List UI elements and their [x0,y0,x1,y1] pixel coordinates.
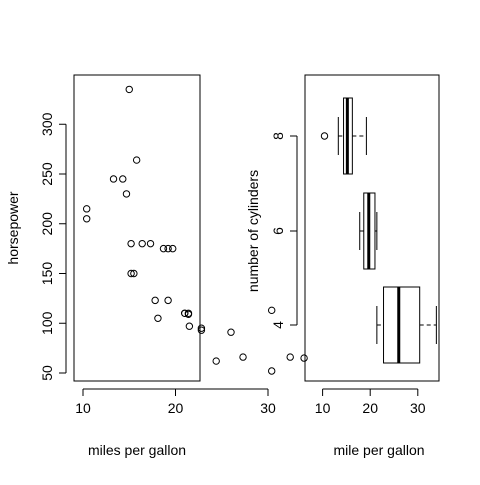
data-point [83,215,91,223]
data-point [239,353,247,361]
data-point [300,354,308,362]
data-point [127,269,135,278]
scatter-plot-frame [73,74,201,382]
boxplot-axes: 10 20 30 4 6 8 [270,132,426,416]
data-point [286,353,294,361]
data-point [169,244,177,253]
data-point [164,296,172,305]
data-point [181,309,189,317]
data-point [83,205,91,213]
scatter-y-tick-label: 200 [39,212,55,236]
boxplot-x-tick-label: 10 [315,400,331,416]
scatter-panel: miles per gallon horsepower 10 20 30501001… [5,74,308,458]
data-point [268,306,276,315]
data-point [164,244,172,253]
data-point [185,322,194,330]
boxplot-x-tick-label: 30 [410,400,426,416]
iqr-box [383,286,421,364]
scatter-y-tick-label: 300 [39,112,55,136]
data-point [109,175,118,183]
data-point [146,239,155,248]
scatter-y-axis-label: horsepower [5,191,21,264]
data-point [125,85,133,94]
boxplot-plot-frame [304,74,440,382]
scatter-points [83,85,308,375]
data-point [227,328,235,336]
boxplot-x-axis-label: mile per gallon [333,442,424,458]
scatter-y-tick-label: 100 [39,311,55,335]
scatter-axes: 10 20 30 50 100 150 200 250 300 [39,112,276,416]
boxplot-panel: mile per gallon number of cylinders 10 20… [245,74,440,458]
box-group-6-cyl [359,192,378,270]
scatter-y-tick-label: 250 [39,162,55,186]
data-point [159,244,168,253]
data-point [197,324,206,332]
boxplot-y-tick-label: 8 [270,132,286,140]
scatter-x-tick-label: 30 [260,400,276,416]
boxplot-y-tick-label: 4 [270,321,286,329]
data-point [119,175,127,183]
scatter-y-tick-label: 50 [39,365,55,381]
boxplot-boxes [320,97,437,364]
data-point [132,156,141,164]
data-point [184,310,193,318]
data-point [122,190,131,198]
scatter-x-tick-label: 20 [168,400,184,416]
scatter-x-axis-label: miles per gallon [88,442,186,458]
data-point [197,326,206,334]
box-group-8-cyl [320,97,367,175]
data-point [127,239,135,248]
scatter-y-tick-label: 150 [39,262,55,286]
scatter-x-tick-label: 10 [75,400,91,416]
box-group-4-cyl [376,286,437,364]
data-point [151,296,159,305]
data-point [268,367,276,375]
boxplot-y-tick-label: 6 [270,227,286,235]
data-point [154,314,162,322]
boxplot-y-axis-label: number of cylinders [245,170,261,292]
outlier-point [320,132,329,140]
boxplot-x-tick-label: 20 [362,400,378,416]
data-point [138,239,146,248]
data-point [130,269,138,278]
data-point [212,357,220,365]
